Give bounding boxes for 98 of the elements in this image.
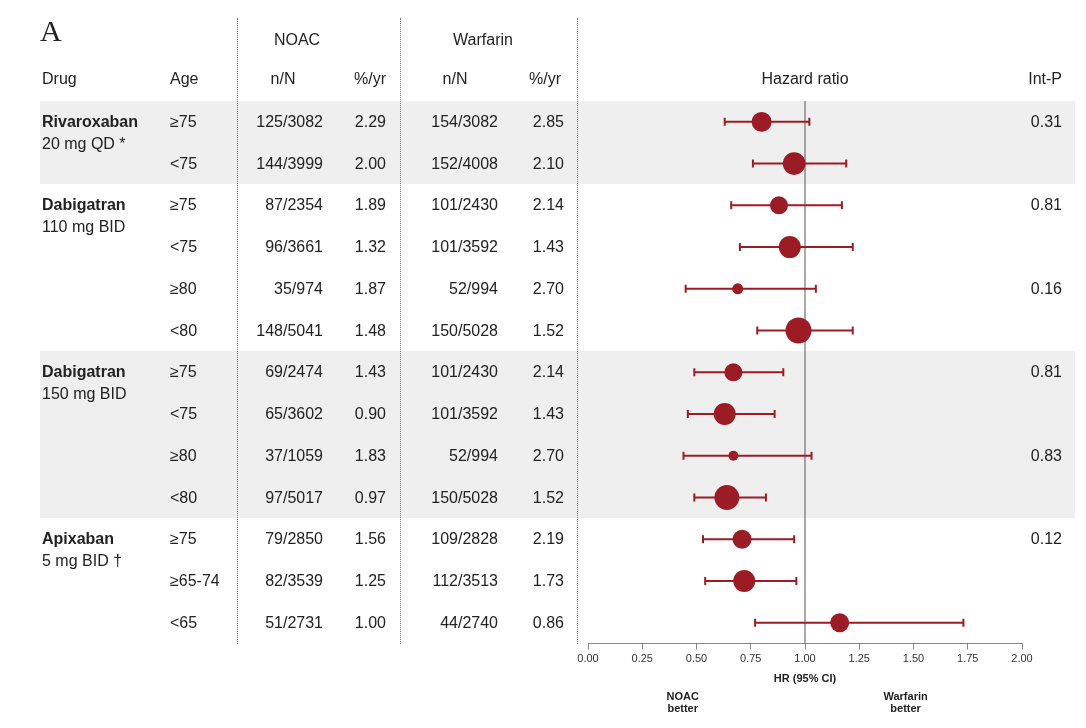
text: 148/5041 xyxy=(256,321,323,339)
text: 2.19 xyxy=(532,530,564,548)
text: 0.90 xyxy=(354,405,386,423)
text: 52/994 xyxy=(449,279,498,297)
text: 1.32 xyxy=(354,238,386,256)
text: 2.70 xyxy=(532,279,564,297)
text: 1.52 xyxy=(532,488,564,506)
text: 150/5028 xyxy=(431,488,498,506)
text: <75 xyxy=(170,154,198,172)
category-label: Int-P xyxy=(1028,69,1062,89)
text: 101/3592 xyxy=(431,238,498,256)
category-label: %/yr xyxy=(529,69,561,89)
text: 109/2828 xyxy=(431,530,498,548)
category-label: %/yr xyxy=(354,69,386,89)
text: 1.43 xyxy=(532,238,564,256)
x-tick-label: 0.75 xyxy=(740,652,762,665)
text: 1.43 xyxy=(354,363,386,381)
text: 1.48 xyxy=(354,321,386,339)
x-tick-label: 0.50 xyxy=(685,652,708,665)
text: 35/974 xyxy=(274,279,323,297)
text: 37/1059 xyxy=(265,446,323,464)
text: 144/3999 xyxy=(256,154,323,172)
text: <80 xyxy=(170,488,198,506)
category-label: Drug xyxy=(42,69,77,89)
text: 1.43 xyxy=(532,405,564,423)
chart-title: Hazard ratio xyxy=(761,69,849,89)
text: 2.29 xyxy=(354,112,386,130)
text: 0.97 xyxy=(354,488,386,506)
text: 82/3539 xyxy=(265,571,323,589)
text: 97/5017 xyxy=(265,488,323,506)
text: 0.81 xyxy=(1030,196,1062,214)
text: 0.81 xyxy=(1030,363,1062,381)
text: Warfarin better xyxy=(883,690,928,714)
text: 1.87 xyxy=(354,279,386,297)
text: <80 xyxy=(170,321,198,339)
text: 1.25 xyxy=(354,571,386,589)
text: ≥65-74 xyxy=(170,571,220,589)
text: 52/994 xyxy=(449,446,498,464)
text: 1.73 xyxy=(532,571,564,589)
text: 0.16 xyxy=(1030,279,1062,297)
text: A xyxy=(40,14,62,48)
text: 2.14 xyxy=(532,363,564,381)
text: <75 xyxy=(170,405,198,423)
text: 69/2474 xyxy=(265,363,323,381)
text: 1.89 xyxy=(354,196,386,214)
text: Warfarin xyxy=(453,30,513,50)
text: NOAC better xyxy=(666,690,699,714)
text: 2.14 xyxy=(532,196,564,214)
x-tick-label: 1.50 xyxy=(902,652,925,665)
text: 0.86 xyxy=(532,613,564,631)
text: 2.10 xyxy=(532,154,564,172)
text: Rivaroxaban 20 mg QD * xyxy=(42,112,139,152)
x-tick-label: 0.00 xyxy=(577,652,599,665)
text: 112/3513 xyxy=(432,571,498,589)
category-label: n/N xyxy=(442,69,468,89)
text: 2.70 xyxy=(532,446,564,464)
text: 101/2430 xyxy=(431,196,498,214)
text: 1.52 xyxy=(532,321,564,339)
text: 51/2731 xyxy=(265,613,323,631)
x-axis-title: HR (95% CI) xyxy=(773,672,837,685)
text: 1.56 xyxy=(354,530,386,548)
text: 96/3661 xyxy=(265,238,323,256)
x-tick-label: 1.25 xyxy=(848,652,870,665)
text: Dabigatran 150 mg BID xyxy=(42,363,127,403)
text: 79/2850 xyxy=(265,530,323,548)
text: 2.00 xyxy=(354,154,386,172)
text: 154/3082 xyxy=(431,112,498,130)
text: ≥80 xyxy=(170,279,197,297)
text: 0.12 xyxy=(1030,530,1062,548)
category-label: n/N xyxy=(270,69,296,89)
x-tick-label: 0.25 xyxy=(631,652,653,665)
text: 1.00 xyxy=(354,613,386,631)
text: 0.83 xyxy=(1030,446,1062,464)
text: 101/2430 xyxy=(431,363,498,381)
text: Apixaban 5 mg BID † xyxy=(42,530,123,570)
text: ≥80 xyxy=(170,446,197,464)
x-tick-label: 2.00 xyxy=(1011,652,1033,665)
text: 87/2354 xyxy=(265,196,323,214)
text: 101/3592 xyxy=(431,405,498,423)
text: ≥75 xyxy=(170,112,197,130)
text: 2.85 xyxy=(532,112,564,130)
x-tick-label: 1.00 xyxy=(794,652,816,665)
text: NOAC xyxy=(273,30,321,50)
x-tick-label: 1.75 xyxy=(957,652,979,665)
text: <65 xyxy=(170,613,198,631)
text: 1.83 xyxy=(354,446,386,464)
text: Dabigatran 110 mg BID xyxy=(42,196,126,236)
text: ≥75 xyxy=(170,363,197,381)
text: 0.31 xyxy=(1030,112,1062,130)
text: 125/3082 xyxy=(256,112,323,130)
category-label: Age xyxy=(170,69,199,89)
text: <75 xyxy=(170,238,198,256)
text: ≥75 xyxy=(170,196,197,214)
text: 44/2740 xyxy=(440,613,498,631)
text: 152/4008 xyxy=(431,154,498,172)
text: 150/5028 xyxy=(431,321,498,339)
text: ≥75 xyxy=(170,530,197,548)
text: 65/3602 xyxy=(265,405,323,423)
